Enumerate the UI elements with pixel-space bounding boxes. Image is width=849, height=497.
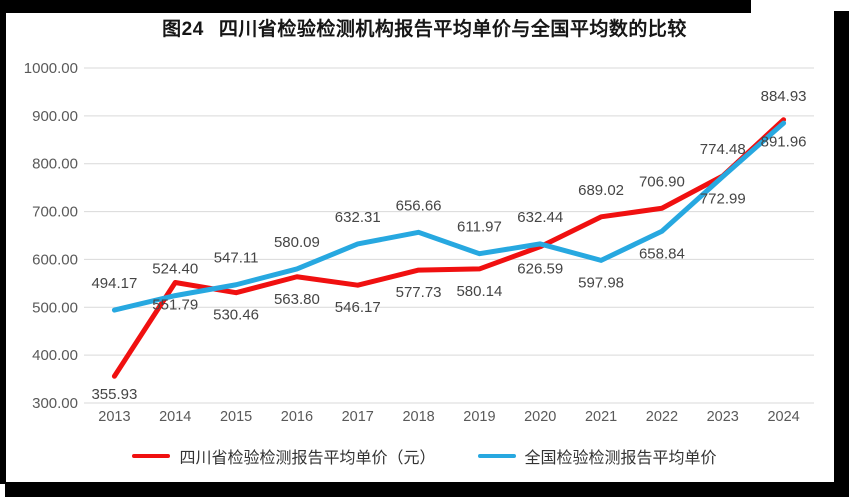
y-axis-tick-label: 900.00: [32, 108, 78, 125]
x-axis-tick-label: 2023: [707, 409, 739, 425]
data-label-national-2015: 547.11: [214, 250, 259, 267]
x-axis-tick-label: 2018: [402, 409, 434, 425]
screenshot-border-left: [0, 0, 6, 484]
data-label-national-2023: 772.99: [700, 191, 746, 208]
screenshot-border-top: [0, 0, 751, 13]
data-label-sichuan-2015: 530.46: [213, 307, 259, 324]
y-axis-tick-label: 800.00: [32, 156, 78, 173]
legend-item-national: 全国检验检测报告平均单价: [477, 444, 717, 468]
legend-item-sichuan: 四川省检验检测报告平均单价（元）: [132, 444, 436, 468]
data-label-national-2017: 632.31: [335, 209, 381, 226]
data-label-sichuan-2019: 580.14: [456, 283, 502, 300]
y-axis-tick-label: 600.00: [32, 251, 78, 268]
data-label-national-2021: 597.98: [578, 274, 624, 291]
x-axis-tick-label: 2014: [159, 409, 191, 425]
data-label-sichuan-2017: 546.17: [335, 299, 381, 316]
y-axis-tick-label: 1000.00: [24, 60, 78, 77]
data-label-national-2014: 524.40: [152, 261, 198, 278]
data-label-sichuan-2023: 774.48: [700, 141, 746, 158]
data-label-sichuan-2014: 551.79: [152, 297, 198, 314]
x-axis-tick-label: 2019: [463, 409, 495, 425]
x-axis-tick-label: 2020: [524, 409, 556, 425]
x-axis-tick-label: 2015: [220, 409, 252, 425]
data-label-sichuan-2016: 563.80: [274, 291, 320, 308]
screenshot-border-bottom: [5, 482, 849, 497]
chart-title-prefix: 图24: [162, 19, 204, 40]
data-label-sichuan-2022: 706.90: [639, 173, 685, 190]
y-axis-tick-label: 400.00: [32, 347, 78, 364]
screenshot-border-right: [834, 11, 849, 497]
chart-title: 图24 四川省检验检测机构报告平均单价与全国平均数的比较: [0, 14, 849, 41]
data-label-national-2022: 658.84: [639, 245, 685, 262]
data-label-national-2016: 580.09: [274, 234, 320, 251]
data-label-sichuan-2018: 577.73: [396, 284, 442, 301]
legend-swatch-sichuan-line: [132, 453, 171, 459]
chart-legend: 四川省检验检测报告平均单价（元） 全国检验检测报告平均单价: [0, 444, 849, 468]
data-label-national-2013: 494.17: [91, 275, 137, 292]
x-axis-tick-label: 2021: [585, 409, 617, 425]
chart-title-text: 四川省检验检测机构报告平均单价与全国平均数的比较: [218, 19, 687, 40]
y-axis-tick-label: 700.00: [32, 204, 78, 221]
data-label-sichuan-2013: 355.93: [91, 386, 137, 403]
data-label-sichuan-2024: 891.96: [761, 134, 807, 151]
legend-label-sichuan: 四川省检验检测报告平均单价（元）: [179, 450, 436, 467]
x-axis-tick-label: 2017: [342, 409, 374, 425]
y-axis-tick-label: 300.00: [32, 395, 78, 412]
series-line-national: [111, 120, 787, 313]
data-label-national-2020: 632.44: [517, 209, 563, 226]
data-label-sichuan-2021: 689.02: [578, 182, 624, 199]
data-label-national-2024: 884.93: [761, 88, 807, 105]
legend-label-national: 全国检验检测报告平均单价: [524, 450, 717, 467]
legend-swatch-national-line: [477, 453, 516, 459]
series-line-sichuan: [111, 117, 787, 379]
x-axis-tick-label: 2022: [646, 409, 678, 425]
x-axis-tick-label: 2016: [281, 409, 313, 425]
x-axis-tick-label: 2024: [767, 409, 799, 425]
data-label-sichuan-2020: 626.59: [517, 261, 563, 278]
x-axis-tick-label: 2013: [98, 409, 130, 425]
y-axis-tick-label: 500.00: [32, 299, 78, 316]
data-label-national-2019: 611.97: [457, 219, 502, 236]
data-label-national-2018: 656.66: [396, 197, 442, 214]
